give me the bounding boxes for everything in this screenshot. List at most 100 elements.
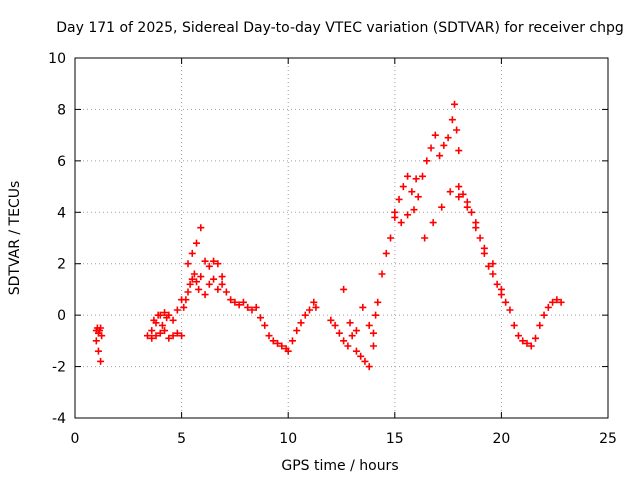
data-point bbox=[252, 303, 260, 311]
data-point bbox=[248, 306, 256, 314]
data-point bbox=[459, 190, 467, 198]
x-tick-label: 10 bbox=[279, 431, 297, 447]
y-tick-label: 8 bbox=[57, 102, 66, 118]
data-point bbox=[387, 234, 395, 242]
x-tick-label: 15 bbox=[386, 431, 404, 447]
axis-ticks bbox=[74, 57, 609, 419]
data-point bbox=[365, 321, 373, 329]
x-tick-label: 5 bbox=[177, 431, 186, 447]
data-point bbox=[348, 332, 356, 340]
data-point bbox=[148, 327, 156, 335]
data-point bbox=[553, 296, 561, 304]
data-point bbox=[288, 337, 296, 345]
data-point bbox=[197, 273, 205, 281]
series-sdtvar bbox=[92, 100, 565, 371]
data-point bbox=[378, 270, 386, 278]
x-tick-label: 0 bbox=[71, 431, 80, 447]
data-point bbox=[335, 329, 343, 337]
data-point bbox=[165, 334, 173, 342]
data-point bbox=[231, 298, 239, 306]
data-point bbox=[382, 249, 390, 257]
data-point bbox=[161, 327, 169, 335]
x-tick-labels: 0 5 10 15 20 25 bbox=[71, 431, 617, 447]
y-axis-label: SDTVAR / TECUs bbox=[7, 181, 23, 296]
data-point bbox=[369, 329, 377, 337]
y-tick-labels: -4 -2 0 2 4 6 8 10 bbox=[48, 51, 66, 427]
data-point bbox=[510, 321, 518, 329]
data-point bbox=[472, 224, 480, 232]
data-point bbox=[361, 357, 369, 365]
data-point bbox=[450, 100, 458, 108]
data-point bbox=[306, 306, 314, 314]
data-point bbox=[163, 314, 171, 322]
data-point bbox=[397, 219, 405, 227]
data-series bbox=[92, 100, 565, 371]
data-point bbox=[440, 141, 448, 149]
data-point bbox=[278, 342, 286, 350]
data-point bbox=[182, 296, 190, 304]
data-point bbox=[205, 280, 213, 288]
y-tick-label: 4 bbox=[57, 205, 66, 221]
data-point bbox=[210, 275, 218, 283]
data-point bbox=[412, 175, 420, 183]
data-point bbox=[188, 249, 196, 257]
data-point bbox=[506, 306, 514, 314]
data-point bbox=[169, 332, 177, 340]
data-point bbox=[173, 329, 181, 337]
data-point bbox=[438, 203, 446, 211]
data-point bbox=[463, 203, 471, 211]
data-point bbox=[239, 298, 247, 306]
data-point bbox=[201, 291, 209, 299]
y-tick-label: 6 bbox=[57, 154, 66, 170]
data-point bbox=[154, 311, 162, 319]
data-point bbox=[180, 303, 188, 311]
data-point bbox=[161, 309, 169, 317]
data-point bbox=[331, 321, 339, 329]
data-point bbox=[184, 288, 192, 296]
data-point bbox=[391, 208, 399, 216]
data-point bbox=[523, 339, 531, 347]
data-point bbox=[476, 234, 484, 242]
data-point bbox=[94, 347, 102, 355]
data-point bbox=[365, 363, 373, 371]
data-point bbox=[453, 126, 461, 134]
data-point bbox=[312, 303, 320, 311]
data-point bbox=[395, 195, 403, 203]
data-point bbox=[297, 319, 305, 327]
data-point bbox=[197, 224, 205, 232]
data-point bbox=[427, 144, 435, 152]
data-point bbox=[173, 306, 181, 314]
data-point bbox=[98, 332, 106, 340]
data-point bbox=[419, 172, 427, 180]
data-point bbox=[178, 332, 186, 340]
data-point bbox=[188, 275, 196, 283]
data-point bbox=[410, 206, 418, 214]
data-point bbox=[544, 303, 552, 311]
data-point bbox=[222, 288, 230, 296]
data-point bbox=[468, 208, 476, 216]
data-point bbox=[156, 329, 164, 337]
data-point bbox=[429, 219, 437, 227]
data-point bbox=[532, 334, 540, 342]
data-point bbox=[414, 193, 422, 201]
data-point bbox=[540, 311, 548, 319]
data-point bbox=[404, 172, 412, 180]
x-tick-label: 20 bbox=[492, 431, 510, 447]
data-point bbox=[352, 327, 360, 335]
data-point bbox=[369, 342, 377, 350]
x-axis-label: GPS time / hours bbox=[281, 458, 398, 474]
data-point bbox=[143, 332, 151, 340]
data-point bbox=[227, 296, 235, 304]
y-tick-label: 10 bbox=[48, 51, 66, 67]
data-point bbox=[193, 239, 201, 247]
data-point bbox=[455, 183, 463, 191]
data-point bbox=[256, 314, 264, 322]
data-point bbox=[193, 278, 201, 286]
data-point bbox=[184, 260, 192, 268]
data-point bbox=[502, 298, 510, 306]
data-point bbox=[399, 183, 407, 191]
data-point bbox=[327, 316, 335, 324]
y-tick-label: 0 bbox=[57, 308, 66, 324]
data-point bbox=[244, 303, 252, 311]
data-point bbox=[374, 298, 382, 306]
